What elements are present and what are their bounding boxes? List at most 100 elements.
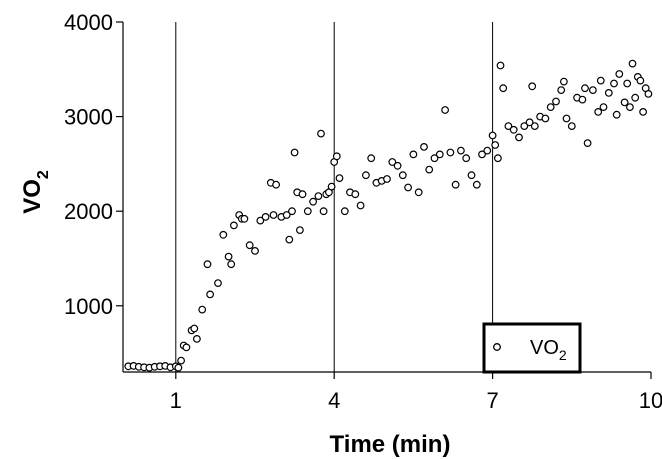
data-point-44 [309, 197, 318, 206]
data-point-17 [198, 305, 207, 314]
y-tick-label-3000: 3000 [64, 105, 113, 130]
data-point-33 [269, 211, 278, 219]
legend-label-subscript: 2 [559, 347, 567, 363]
data-point-95 [541, 114, 550, 123]
data-point-84 [494, 154, 502, 163]
y-tick-label-1000: 1000 [64, 294, 113, 319]
y-tick-label-4000: 4000 [64, 10, 113, 35]
data-point-18 [203, 260, 212, 269]
data-point-47 [319, 207, 328, 216]
data-point-107 [594, 107, 603, 116]
x-tick-label-1: 1 [170, 388, 182, 413]
data-point-23 [227, 260, 236, 269]
data-point-90 [520, 122, 529, 130]
data-point-34 [272, 180, 281, 189]
data-point-113 [615, 70, 624, 78]
data-point-86 [499, 84, 508, 93]
y-axis-title: VO2 [19, 170, 52, 214]
data-point-87 [504, 122, 513, 130]
legend-label-main: VO [530, 337, 559, 359]
data-point-11 [177, 356, 186, 365]
data-point-108 [596, 76, 605, 85]
data-point-99 [560, 77, 568, 86]
x-axis-title: Time (min) [330, 431, 451, 458]
data-point-88 [509, 125, 518, 134]
data-point-85 [496, 61, 505, 70]
data-point-54 [340, 207, 349, 216]
data-point-22 [224, 252, 233, 261]
data-point-79 [472, 180, 481, 189]
data-point-96 [546, 103, 555, 111]
data-point-10 [174, 363, 183, 372]
data-point-89 [515, 133, 523, 142]
data-point-56 [351, 190, 360, 199]
data-point-80 [478, 150, 486, 159]
data-point-77 [462, 154, 471, 163]
data-point-16 [192, 335, 201, 343]
data-point-68 [414, 188, 423, 197]
data-point-98 [557, 86, 566, 94]
legend-marker [493, 343, 501, 351]
data-point-50 [327, 182, 336, 191]
plot-frame-group [122, 22, 651, 373]
data-point-24 [229, 221, 238, 230]
data-point-28 [245, 241, 254, 250]
data-point-93 [530, 122, 539, 130]
data-point-118 [631, 93, 640, 102]
legend-label: VO2 [530, 337, 567, 363]
x-tick-label-10: 10 [639, 388, 662, 413]
data-point-66 [404, 183, 413, 192]
data-point-121 [639, 107, 647, 116]
data-point-58 [362, 171, 370, 180]
data-point-104 [581, 84, 589, 93]
data-point-53 [335, 174, 344, 183]
data-point-75 [451, 180, 460, 189]
x-tick-label-4: 4 [328, 388, 340, 413]
data-point-117 [628, 59, 637, 68]
data-point-105 [583, 139, 592, 148]
legend: VO2 [482, 322, 582, 374]
y-tick-label-2000: 2000 [64, 199, 113, 224]
data-point-73 [441, 106, 450, 114]
data-point-76 [457, 146, 465, 155]
data-point-15 [190, 324, 199, 333]
data-point-38 [288, 207, 296, 216]
data-point-110 [604, 88, 613, 97]
data-point-27 [240, 214, 249, 223]
data-point-114 [620, 98, 629, 107]
data-point-100 [562, 114, 571, 123]
data-point-91 [525, 118, 534, 127]
data-point-111 [610, 79, 618, 88]
data-point-101 [567, 122, 576, 130]
data-point-43 [303, 207, 312, 216]
data-point-74 [446, 148, 455, 157]
data-point-78 [467, 171, 476, 180]
data-point-82 [488, 131, 497, 140]
data-point-106 [589, 86, 597, 94]
tick-group: 1000 2000 3000 4000 1 4 7 10 [64, 10, 662, 413]
data-point-63 [388, 158, 397, 166]
data-point-59 [367, 154, 376, 163]
data-point-112 [612, 110, 621, 119]
x-tick-label-7: 7 [486, 388, 498, 413]
data-point-97 [552, 97, 560, 106]
data-point-70 [425, 165, 434, 174]
data-point-69 [420, 142, 428, 151]
data-point-62 [383, 175, 391, 183]
data-point-92 [528, 82, 537, 91]
data-point-64 [393, 161, 402, 170]
data-point-37 [285, 235, 294, 244]
data-point-31 [261, 212, 270, 221]
data-point-52 [332, 152, 341, 161]
data-point-13 [182, 343, 191, 352]
data-point-41 [296, 226, 304, 235]
data-point-45 [314, 192, 323, 201]
data-point-115 [623, 79, 632, 88]
data-point-30 [256, 216, 265, 225]
data-point-116 [626, 103, 634, 111]
data-points-group [124, 59, 653, 372]
data-point-72 [435, 150, 444, 159]
data-point-42 [298, 190, 307, 199]
data-point-20 [214, 279, 222, 288]
